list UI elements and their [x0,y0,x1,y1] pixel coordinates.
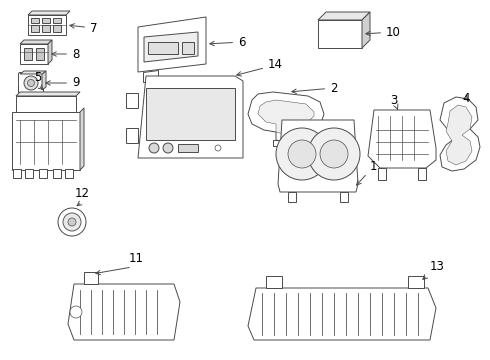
Bar [36,48,44,60]
Circle shape [276,128,328,180]
Text: 8: 8 [52,48,79,60]
Bar [148,42,178,54]
Circle shape [288,140,316,168]
Bar [24,48,32,60]
Bar [31,18,39,23]
Polygon shape [446,105,472,165]
Polygon shape [278,120,358,192]
Polygon shape [340,192,348,202]
Polygon shape [378,168,386,180]
Polygon shape [80,108,84,170]
Text: 2: 2 [292,81,338,94]
Bar [65,169,73,178]
Polygon shape [126,93,138,108]
Bar [273,140,282,146]
Text: 1: 1 [357,159,377,185]
Polygon shape [12,112,80,170]
Circle shape [68,218,76,226]
Polygon shape [418,168,426,180]
Polygon shape [440,97,480,171]
Bar [53,25,61,32]
FancyBboxPatch shape [19,72,44,94]
Polygon shape [126,128,138,143]
Text: 10: 10 [366,26,401,39]
Polygon shape [48,40,52,64]
Text: 5: 5 [34,71,42,84]
Circle shape [63,213,81,231]
Text: 12: 12 [74,187,90,200]
Polygon shape [20,40,52,44]
Polygon shape [144,32,198,62]
Polygon shape [408,276,424,288]
Text: 9: 9 [46,77,79,90]
Circle shape [70,306,82,318]
Polygon shape [318,12,370,20]
Polygon shape [20,71,46,74]
Bar [42,18,50,23]
Circle shape [308,128,360,180]
Circle shape [24,76,38,90]
Bar [13,169,21,178]
Polygon shape [28,15,66,35]
Bar [31,25,39,32]
Text: 6: 6 [210,36,245,49]
Bar [178,144,198,152]
Polygon shape [16,92,80,96]
Text: 14: 14 [237,58,283,76]
Polygon shape [20,44,48,64]
Polygon shape [42,71,46,90]
Bar [290,140,299,146]
Bar [53,169,61,178]
Bar [39,169,47,178]
Polygon shape [248,92,324,142]
Polygon shape [138,17,206,72]
Bar [182,42,194,54]
Polygon shape [368,110,436,168]
Polygon shape [258,100,314,134]
Bar [42,25,50,32]
Polygon shape [318,20,362,48]
Polygon shape [138,76,243,158]
Polygon shape [146,88,235,140]
Text: 13: 13 [423,260,445,279]
Polygon shape [84,272,98,284]
Circle shape [163,143,173,153]
Text: 11: 11 [128,252,144,265]
Bar [53,18,61,23]
Polygon shape [362,12,370,48]
Polygon shape [248,288,436,340]
Polygon shape [143,70,158,82]
Polygon shape [288,192,296,202]
Circle shape [27,80,34,86]
Text: 3: 3 [390,94,398,109]
Bar [25,169,33,178]
Circle shape [58,208,86,236]
Text: 4: 4 [462,91,469,104]
Polygon shape [16,96,76,112]
Polygon shape [266,276,282,288]
Text: 7: 7 [70,22,98,35]
Polygon shape [28,11,70,15]
Circle shape [320,140,348,168]
Polygon shape [68,284,180,340]
Circle shape [149,143,159,153]
Circle shape [215,145,221,151]
